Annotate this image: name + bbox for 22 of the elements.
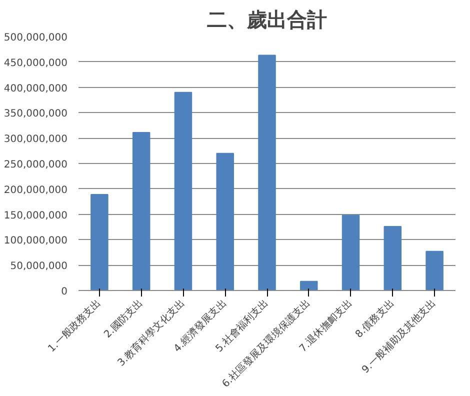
y-tick-label: 450,000,000 [4,58,68,69]
y-tick-label: 500,000,000 [4,32,68,44]
bar [216,152,234,290]
y-tick-label: 250,000,000 [4,160,68,170]
x-tick-label: 1.一般政務支出 [46,296,104,355]
bar [174,92,192,290]
y-tick-label: 400,000,000 [4,83,68,94]
bar [342,214,360,290]
y-tick-label: 350,000,000 [4,108,68,120]
y-tick-label: 200,000,000 [4,184,68,196]
bar [90,194,108,290]
bar [384,226,402,290]
bar [258,54,276,290]
bar [300,280,318,290]
bar [132,132,150,290]
chart-title: 二、歲出合計 [207,8,327,32]
y-tick-label: 150,000,000 [4,210,68,222]
y-tick-label: 0 [61,286,68,298]
y-tick-label: 100,000,000 [4,236,68,247]
bar [426,250,444,290]
y-tick-label: 50,000,000 [10,261,68,272]
y-tick-label: 300,000,000 [4,134,68,146]
